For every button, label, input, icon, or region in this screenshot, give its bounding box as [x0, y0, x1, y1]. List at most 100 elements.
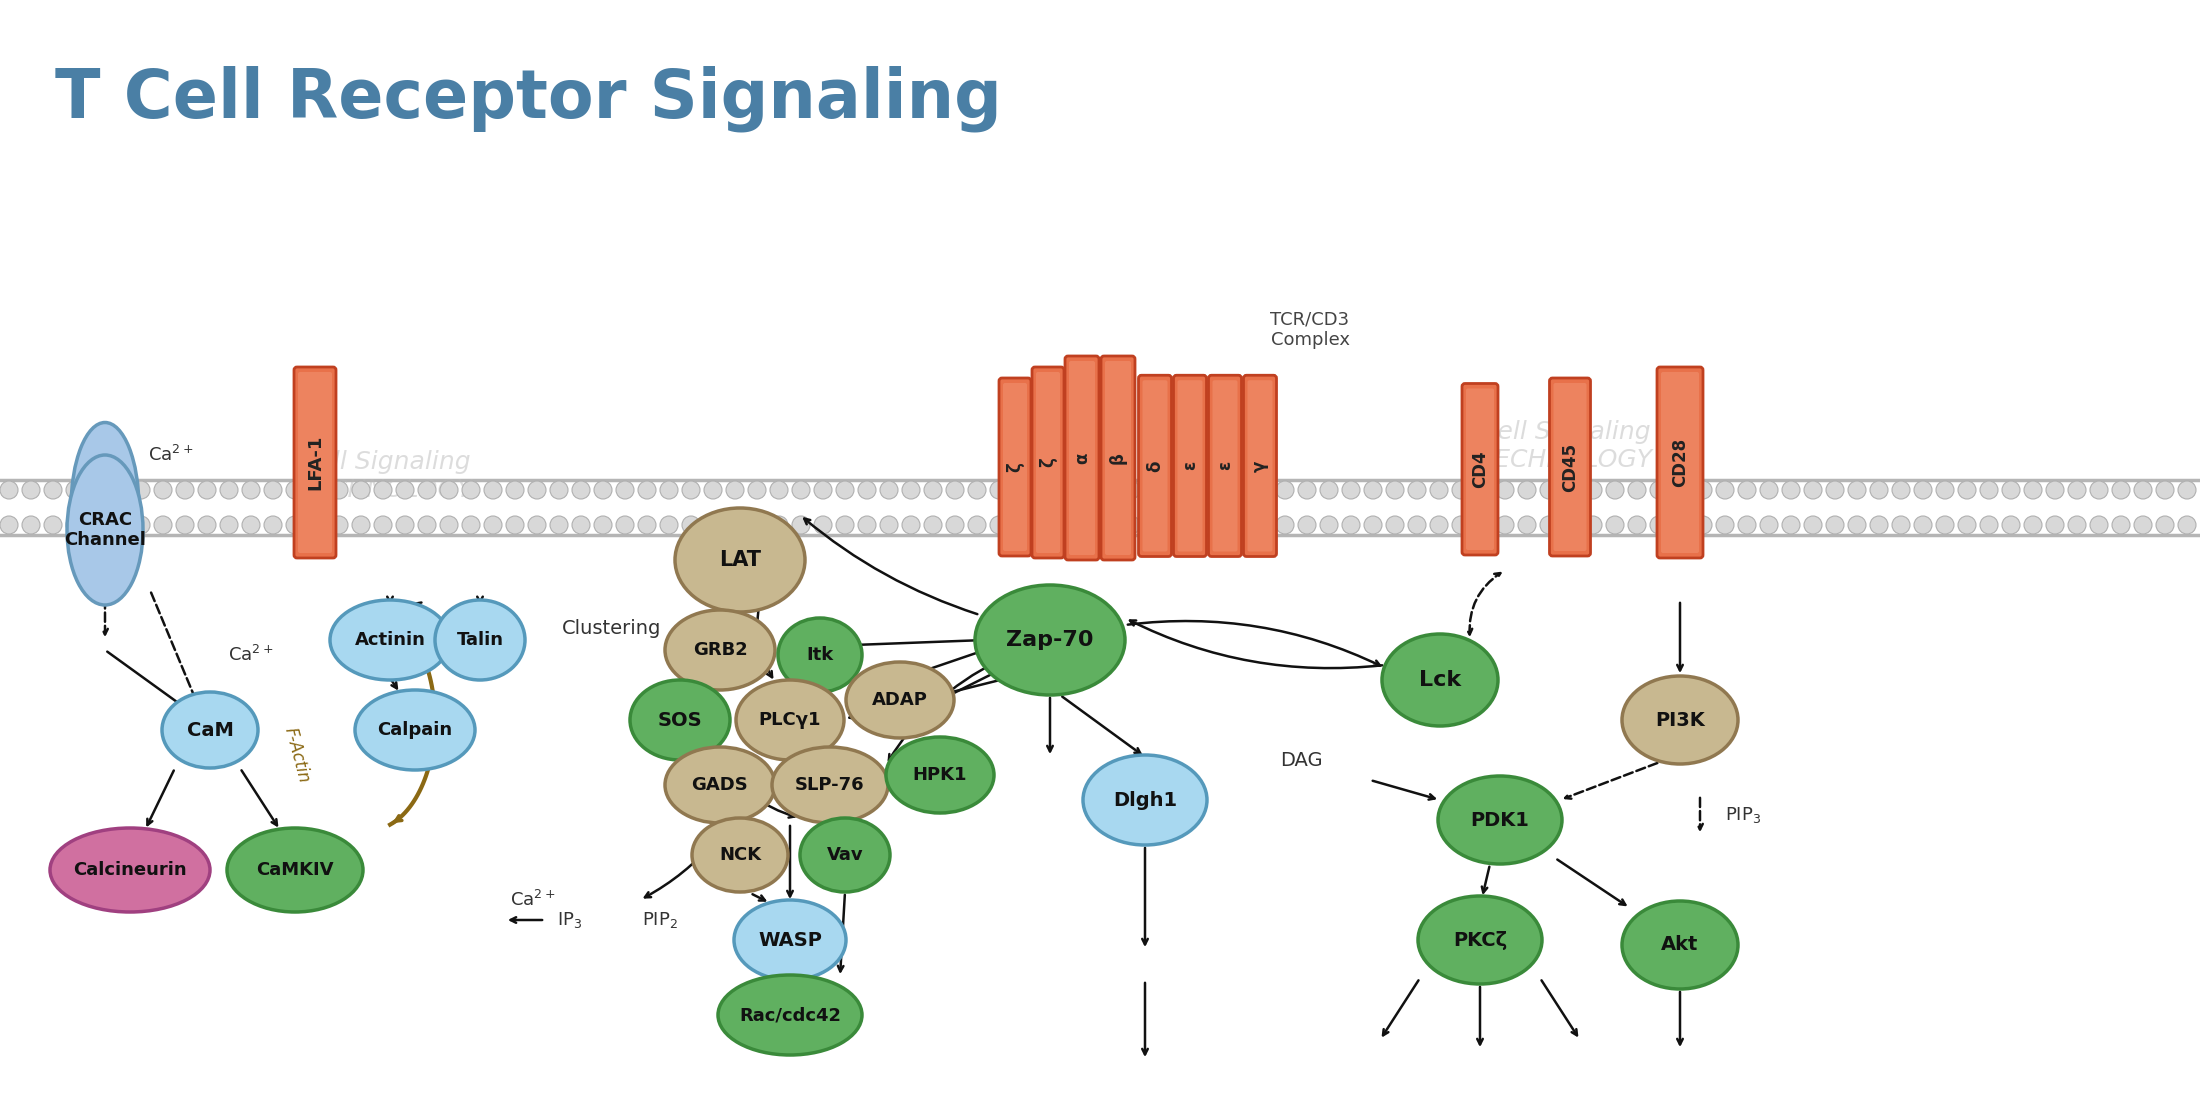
Circle shape	[2178, 481, 2196, 499]
Circle shape	[2156, 481, 2174, 499]
Circle shape	[462, 516, 480, 534]
Circle shape	[220, 516, 238, 534]
Circle shape	[1980, 481, 1998, 499]
Circle shape	[44, 516, 62, 534]
Circle shape	[1496, 481, 1514, 499]
Circle shape	[1672, 516, 1690, 534]
Circle shape	[0, 481, 18, 499]
Text: Ca$^{2+}$: Ca$^{2+}$	[510, 890, 554, 910]
Circle shape	[352, 516, 370, 534]
Text: PLCγ1: PLCγ1	[759, 711, 821, 729]
FancyBboxPatch shape	[1177, 381, 1203, 551]
Circle shape	[1276, 481, 1294, 499]
Circle shape	[2112, 516, 2130, 534]
Circle shape	[154, 481, 172, 499]
Circle shape	[1210, 516, 1228, 534]
Circle shape	[1364, 481, 1382, 499]
Circle shape	[44, 481, 62, 499]
Text: TCR/CD3
Complex: TCR/CD3 Complex	[1269, 310, 1349, 349]
Ellipse shape	[1419, 896, 1542, 984]
Text: CaMKIV: CaMKIV	[255, 861, 334, 879]
Circle shape	[1694, 516, 1712, 534]
Text: CD28: CD28	[1672, 438, 1690, 487]
Circle shape	[1122, 481, 1140, 499]
Circle shape	[2134, 481, 2152, 499]
Circle shape	[968, 516, 986, 534]
Circle shape	[1958, 481, 1976, 499]
Circle shape	[396, 516, 414, 534]
Circle shape	[1012, 516, 1030, 534]
Ellipse shape	[735, 900, 847, 980]
Circle shape	[264, 481, 282, 499]
Circle shape	[308, 481, 326, 499]
Circle shape	[2090, 481, 2108, 499]
Circle shape	[902, 516, 920, 534]
FancyBboxPatch shape	[1465, 388, 1494, 550]
Circle shape	[1606, 481, 1624, 499]
Circle shape	[1034, 481, 1052, 499]
Circle shape	[110, 481, 128, 499]
Circle shape	[1518, 481, 1536, 499]
Circle shape	[440, 481, 458, 499]
Circle shape	[1936, 481, 1954, 499]
Text: Talin: Talin	[458, 631, 504, 649]
Circle shape	[1870, 516, 1888, 534]
Text: Cell Signaling
TECHNOLOGY: Cell Signaling TECHNOLOGY	[1481, 420, 1652, 472]
Circle shape	[462, 481, 480, 499]
Text: PDK1: PDK1	[1470, 811, 1529, 829]
Text: T Cell Receptor Signaling: T Cell Receptor Signaling	[55, 65, 1001, 132]
Ellipse shape	[330, 600, 451, 680]
Circle shape	[748, 516, 766, 534]
Circle shape	[1914, 481, 1932, 499]
Text: PI3K: PI3K	[1654, 711, 1705, 729]
Ellipse shape	[51, 828, 209, 912]
Circle shape	[1804, 481, 1822, 499]
Circle shape	[1540, 516, 1558, 534]
FancyBboxPatch shape	[295, 367, 337, 558]
Circle shape	[1188, 516, 1206, 534]
Circle shape	[1892, 481, 1910, 499]
Circle shape	[1078, 516, 1096, 534]
Circle shape	[1474, 516, 1492, 534]
Circle shape	[1628, 481, 1646, 499]
Circle shape	[1650, 516, 1668, 534]
Circle shape	[1826, 516, 1844, 534]
Circle shape	[836, 516, 854, 534]
Circle shape	[880, 516, 898, 534]
Ellipse shape	[801, 818, 891, 892]
Circle shape	[1342, 481, 1360, 499]
Circle shape	[484, 516, 502, 534]
Text: Clustering: Clustering	[561, 618, 662, 638]
Circle shape	[88, 516, 106, 534]
Circle shape	[2046, 481, 2064, 499]
Circle shape	[924, 481, 942, 499]
Circle shape	[1738, 516, 1756, 534]
Circle shape	[2112, 481, 2130, 499]
Circle shape	[638, 516, 656, 534]
Ellipse shape	[717, 975, 862, 1055]
Circle shape	[616, 481, 634, 499]
Circle shape	[1210, 481, 1228, 499]
Circle shape	[2178, 516, 2196, 534]
Circle shape	[1298, 516, 1316, 534]
Circle shape	[198, 516, 216, 534]
Circle shape	[132, 481, 150, 499]
Circle shape	[550, 481, 568, 499]
Circle shape	[88, 481, 106, 499]
Text: γ: γ	[1252, 460, 1269, 472]
Circle shape	[792, 481, 810, 499]
Circle shape	[682, 481, 700, 499]
Circle shape	[990, 481, 1008, 499]
Circle shape	[528, 481, 546, 499]
Text: ε: ε	[1217, 461, 1234, 471]
Circle shape	[682, 516, 700, 534]
Circle shape	[1430, 516, 1448, 534]
Circle shape	[924, 516, 942, 534]
Circle shape	[1716, 516, 1734, 534]
Text: Calcineurin: Calcineurin	[73, 861, 187, 879]
Circle shape	[704, 516, 722, 534]
FancyBboxPatch shape	[1173, 375, 1206, 557]
Circle shape	[1254, 481, 1272, 499]
Circle shape	[726, 516, 744, 534]
Circle shape	[1056, 516, 1074, 534]
